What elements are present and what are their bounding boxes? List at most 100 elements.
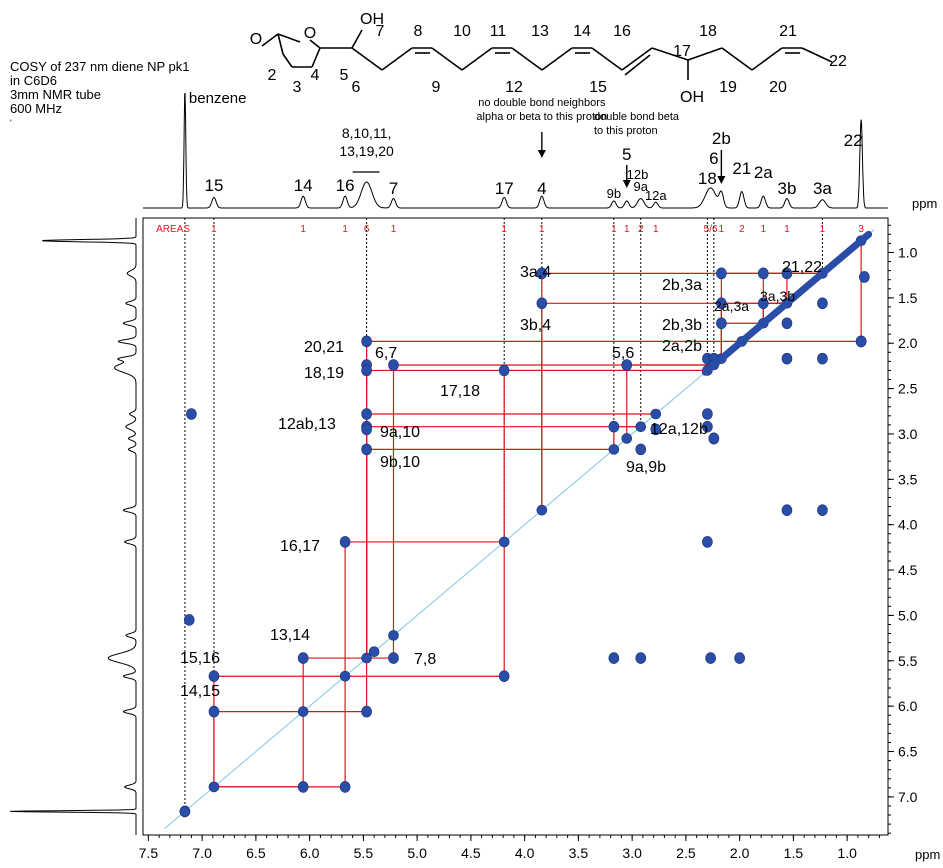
peak-label: benzene: [189, 90, 247, 107]
area-value: 1: [391, 224, 397, 235]
atom-label: 17: [673, 43, 691, 60]
peak-label: 16: [336, 176, 355, 195]
group-label-line: 13,19,20: [339, 143, 394, 159]
peak-label: 6: [709, 149, 718, 168]
y-tick-label: 3.0: [898, 426, 918, 442]
cross-peak: [817, 297, 828, 310]
cross-peak: [208, 705, 220, 718]
atom-label: 6: [352, 79, 361, 96]
y-tick-label: 2.0: [898, 335, 918, 351]
cross-peak-labels: 3a,4 3b,4 2b,3a 2a,3a 3a,3b 21,22 2b,3b 2a,2b 20…: [180, 259, 822, 700]
area-value: 5/6: [704, 224, 718, 235]
info-line: 3mm NMR tube: [10, 87, 102, 102]
y-tick-label: 2.5: [898, 381, 918, 397]
x-tick-label: 5.5: [354, 845, 374, 861]
cross-peak: [536, 297, 548, 310]
cross-peak-label: 3b,4: [520, 317, 551, 334]
cross-peak-label: 3a,3b: [760, 288, 795, 304]
y-tick-label: 1.5: [898, 290, 918, 306]
cross-peak: [536, 267, 548, 280]
y-tick-label: 6.5: [898, 744, 918, 760]
cross-peak: [361, 335, 372, 348]
peak-label: 3a: [813, 179, 832, 198]
cross-peak: [297, 652, 309, 664]
annotations: no double bond neighbors alpha or beta to…: [476, 97, 680, 137]
area-value: 6: [364, 224, 370, 235]
x-axis-unit: ppm: [915, 847, 940, 862]
diagonal-peak: [179, 806, 191, 817]
cross-peak-label: 5,6: [612, 345, 634, 362]
area-value: 1: [719, 224, 725, 235]
atom-label: 12: [505, 79, 523, 96]
cross-peak-label: 13,14: [270, 627, 310, 644]
atom-label: 20: [769, 79, 787, 96]
peak-label: 3b: [777, 179, 796, 198]
peak-label: 2a: [754, 163, 773, 182]
cross-peak: [757, 297, 769, 310]
peak-label: 12a: [645, 188, 667, 203]
cross-peak: [781, 352, 793, 365]
y-tick-label: 5.5: [898, 653, 918, 669]
diagonal-peak: [498, 536, 510, 548]
atom-label: 10: [453, 23, 471, 40]
cross-peak-label: 17,18: [440, 383, 480, 400]
x-tick-label: 2.0: [730, 845, 750, 861]
cross-peak: [361, 408, 372, 420]
cross-peak: [708, 432, 720, 445]
x-tick-label: 3.0: [622, 845, 642, 861]
cross-peak-label: 6,7: [375, 345, 397, 362]
annotation-line: no double bond neighbors: [478, 97, 606, 109]
cross-peak-label: 3a,4: [520, 264, 551, 281]
y-tick-label: 3.5: [898, 471, 918, 487]
cross-peak: [361, 423, 372, 436]
atom-label: 21: [779, 23, 797, 40]
area-value: 1: [784, 224, 790, 235]
area-value: 1: [539, 224, 545, 235]
cross-peak: [621, 359, 633, 371]
info-line: ': [10, 118, 12, 128]
atom-label: OH: [360, 11, 384, 28]
diagonal-peak: [650, 408, 662, 420]
cross-peak-label: 14,15: [180, 683, 220, 700]
peak-label: 14: [294, 176, 313, 195]
cross-peak: [702, 408, 713, 420]
atom-label: 7: [376, 23, 385, 40]
annotation-line: to this proton: [594, 125, 658, 137]
cross-peak-label: 2b,3a: [662, 277, 702, 294]
diagonal-peak: [339, 670, 351, 682]
cross-peak: [498, 670, 510, 683]
cross-peak: [817, 352, 828, 365]
x-tick-label: 7.0: [192, 845, 212, 861]
atom-label: 5: [340, 67, 349, 84]
cross-peak: [650, 423, 662, 436]
cross-peak: [716, 317, 727, 330]
x-tick-label: 1.0: [837, 845, 857, 861]
area-value: 2: [739, 224, 745, 235]
cross-peak: [339, 781, 351, 793]
cross-peak: [781, 504, 793, 516]
cross-peak: [635, 443, 647, 456]
peak-label: 7: [389, 179, 398, 198]
peak-label: 2b: [712, 129, 731, 148]
cross-peak: [716, 297, 727, 310]
y-tick-label: 7.0: [898, 789, 918, 805]
peak-label: 4: [537, 179, 546, 198]
molecule-structure: [261, 29, 833, 80]
cross-peak-label: 12ab,13: [278, 416, 336, 433]
area-value: 1: [211, 224, 217, 235]
cross-peak: [186, 408, 197, 420]
top-1d-spectrum: [143, 93, 888, 209]
area-value: 1: [624, 224, 630, 235]
area-value: 1: [820, 224, 826, 235]
atom-label: 16: [613, 23, 631, 40]
x-tick-label: 2.5: [676, 845, 696, 861]
peak-label: 17: [495, 179, 514, 198]
info-line: in C6D6: [10, 73, 57, 88]
cross-peak: [781, 267, 793, 280]
atom-label: 8: [414, 23, 423, 40]
area-value: 1: [501, 224, 507, 235]
areas-header: AREAS: [156, 224, 190, 235]
info-line: 600 MHz: [10, 101, 63, 116]
cross-peak-label: 21,22: [782, 259, 822, 276]
peak-label: 9b: [607, 186, 621, 201]
